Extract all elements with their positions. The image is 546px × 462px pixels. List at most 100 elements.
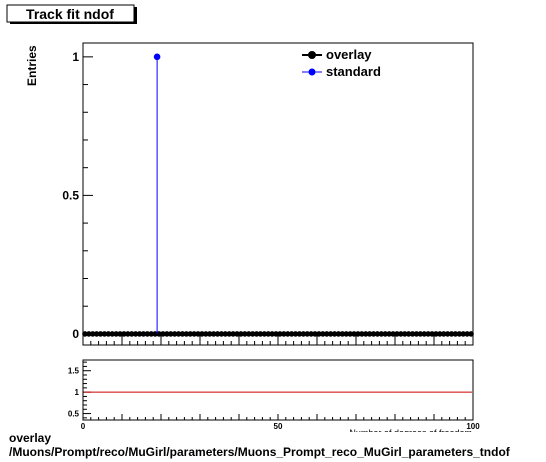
overlay-point	[347, 331, 353, 337]
overlay-point	[421, 331, 428, 337]
main-plot-frame	[82, 42, 474, 346]
ratio-y-tick-label: 0.5	[68, 410, 80, 419]
overlay-point	[93, 331, 100, 337]
overlay-point	[265, 331, 272, 337]
overlay-point	[359, 331, 365, 337]
overlay-point	[437, 331, 443, 337]
standard-point	[153, 53, 161, 61]
overlay-point	[464, 331, 470, 337]
overlay-point	[312, 331, 318, 337]
legend-label-overlay: overlay	[326, 47, 372, 62]
overlay-point	[456, 331, 463, 337]
overlay-point	[284, 331, 291, 337]
overlay-point	[164, 331, 170, 337]
overlay-point	[343, 331, 350, 337]
x-axis-label: Number of degrees of freedom	[349, 428, 472, 438]
overlay-point	[226, 331, 233, 337]
overlay-point	[452, 331, 459, 337]
x-tick-label: 100	[466, 422, 480, 431]
overlay-point	[351, 331, 357, 337]
overlay-point	[269, 331, 275, 337]
ratio-plot-frame	[82, 359, 474, 421]
overlay-point	[308, 331, 314, 337]
overlay-point	[140, 331, 147, 337]
overlay-point	[339, 331, 346, 337]
overlay-point	[425, 331, 431, 337]
overlay-point	[405, 331, 412, 337]
overlay-point	[386, 331, 392, 337]
overlay-point	[257, 331, 264, 337]
chart-title: Track fit ndof	[26, 6, 114, 22]
footer-path: /Muons/Prompt/reco/MuGirl/parameters/Muo…	[9, 445, 510, 459]
overlay-point	[179, 331, 186, 337]
overlay-point	[316, 331, 322, 337]
overlay-point	[382, 331, 389, 337]
overlay-point	[230, 331, 236, 337]
overlay-point	[320, 331, 326, 337]
overlay-point	[210, 331, 217, 337]
overlay-point	[82, 331, 88, 337]
overlay-point	[444, 331, 451, 337]
overlay-point	[242, 331, 248, 337]
overlay-point	[156, 331, 162, 337]
overlay-point	[335, 331, 342, 337]
title-box: Track fit ndof	[6, 4, 137, 24]
overlay-point	[327, 331, 334, 337]
main-x-axis	[82, 336, 474, 345]
overlay-point	[378, 331, 385, 337]
overlay-point	[171, 331, 178, 337]
overlay-point	[366, 331, 373, 337]
x-tick-label: 50	[274, 422, 283, 431]
overlay-point	[468, 331, 474, 337]
y-axis-label: Entries	[25, 45, 39, 86]
overlay-point	[121, 331, 127, 337]
y-tick-label: 0.5	[62, 188, 79, 202]
overlay-point	[448, 331, 455, 337]
overlay-point	[167, 331, 174, 337]
y-tick-label: 0	[72, 327, 79, 341]
overlay-point	[277, 331, 283, 337]
overlay-point	[394, 331, 400, 337]
overlay-point	[89, 331, 96, 337]
overlay-point	[304, 331, 311, 337]
overlay-point	[417, 331, 424, 337]
overlay-point	[101, 331, 108, 337]
overlay-point	[292, 331, 299, 337]
series-layer	[82, 53, 474, 337]
overlay-point	[109, 331, 116, 337]
overlay-point	[273, 331, 279, 337]
overlay-point	[206, 331, 213, 337]
overlay-point	[429, 331, 435, 337]
overlay-point	[440, 331, 447, 337]
overlay-point	[460, 331, 467, 337]
overlay-point	[355, 331, 361, 337]
x-tick-label: 0	[81, 422, 86, 431]
overlay-point	[281, 331, 287, 337]
overlay-point	[136, 331, 143, 337]
overlay-point	[160, 331, 166, 337]
overlay-point	[288, 331, 295, 337]
overlay-point	[261, 331, 268, 337]
overlay-point	[105, 331, 112, 337]
overlay-point	[191, 331, 197, 337]
overlay-point	[401, 331, 408, 337]
ratio-y-tick-label: 1	[75, 388, 80, 397]
overlay-point	[97, 331, 104, 337]
legend-entry-overlay: overlay	[302, 47, 372, 62]
overlay-point	[199, 331, 205, 337]
overlay-point	[234, 331, 240, 337]
legend: overlay standard	[302, 47, 381, 79]
overlay-point	[113, 331, 119, 337]
overlay-point	[249, 331, 256, 337]
overlay-point	[300, 331, 307, 337]
overlay-point	[187, 331, 194, 337]
overlay-point	[331, 331, 338, 337]
overlay-point	[214, 331, 221, 337]
legend-entry-standard: standard	[302, 64, 381, 79]
overlay-point	[222, 331, 229, 337]
overlay-point	[409, 331, 416, 337]
overlay-point	[433, 331, 439, 337]
overlay-point	[245, 331, 252, 337]
overlay-point	[296, 331, 303, 337]
